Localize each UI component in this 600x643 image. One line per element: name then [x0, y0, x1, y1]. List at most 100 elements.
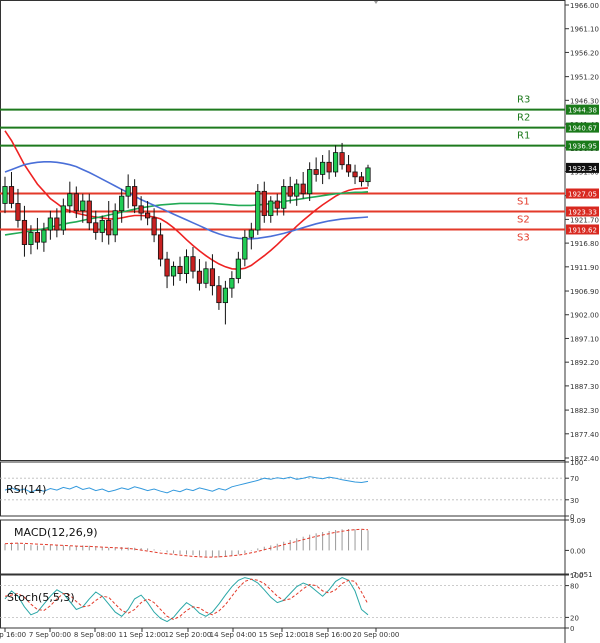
candle-bear: [8, 186, 15, 204]
rsi-frame: [0, 461, 566, 517]
moving-average-line-3: [4, 161, 369, 240]
candle-bear: [190, 256, 196, 272]
candle-bull: [229, 278, 235, 289]
macd-signal-line: [4, 528, 369, 558]
candle-bear: [274, 200, 280, 209]
price-tick-label: 1902.00: [570, 312, 599, 320]
price-tick-label: 1897.10: [570, 335, 599, 343]
candle-bull: [60, 205, 66, 231]
level-price-label-r3: 1944.38: [568, 107, 597, 115]
candle-bull: [47, 217, 53, 231]
price-tick-label: 1877.40: [570, 431, 599, 439]
macd-tick-label: 0.00: [570, 547, 586, 555]
stoch-label: Stoch(5,5,3): [7, 591, 75, 604]
price-tick-label: 1916.80: [570, 240, 599, 248]
macd-frame: [0, 519, 566, 575]
price-tick-label: 1956.20: [570, 49, 599, 57]
candle-bear: [177, 265, 183, 275]
candle-bull: [119, 195, 125, 212]
stoch-tick-label: 20: [570, 614, 579, 622]
candle-bear: [157, 234, 164, 260]
candle-bear: [216, 285, 222, 304]
price-tick-label: 1961.10: [570, 26, 599, 34]
level-price-tag-r3: [566, 104, 599, 115]
current-price-tag: [566, 162, 599, 173]
candle-bear: [209, 268, 216, 287]
price-tick-label: 1872.40: [570, 455, 599, 463]
candle-bear: [352, 171, 358, 178]
level-price-tag-s2: [566, 206, 599, 217]
rsi-panel: 100 70 30 0 RSI(14): [0, 459, 583, 521]
macd-tick-label: 9.09: [570, 517, 586, 525]
candle-bear: [313, 169, 319, 175]
time-tick-label: 12 Sep 20:00: [165, 631, 212, 639]
candle-bull: [183, 256, 190, 275]
stoch-tick-label: 0: [570, 625, 574, 633]
level-name-s1: S1: [517, 197, 530, 208]
price-tick-label: 1882.30: [570, 407, 599, 415]
candle-bear: [132, 186, 138, 207]
candle-bull: [255, 190, 261, 231]
candle-bear: [287, 186, 293, 197]
candle-bull: [80, 200, 86, 212]
candle-bear: [164, 258, 170, 277]
main-plot-frame: [0, 0, 566, 461]
candle-bull: [2, 186, 8, 204]
level-price-label-r2: 1940.67: [568, 125, 597, 133]
level-name-s3: S3: [517, 232, 530, 243]
candle-bear: [34, 232, 41, 243]
price-tick-label: 1892.20: [570, 359, 599, 367]
price-tick-label: 1921.70: [570, 216, 599, 224]
time-tick-label: 18 Sep 16:00: [305, 631, 352, 639]
time-tick-label: 14 Sep 04:00: [210, 631, 257, 639]
rsi-tick-label: 70: [570, 475, 579, 483]
time-tick-label: 6 Sep 16:00: [0, 631, 26, 639]
stoch-frame: [0, 574, 566, 629]
price-tick-label: 1906.90: [570, 288, 599, 296]
stoch-tick-label: 80: [570, 583, 579, 591]
rsi-line: [4, 476, 369, 494]
candle-bear: [138, 205, 144, 214]
time-tick-label: 8 Sep 08:00: [74, 631, 116, 639]
candle-bull: [320, 161, 326, 175]
candle-bear: [300, 183, 306, 195]
candle-bear: [21, 219, 28, 245]
level-price-tag-r1: [566, 140, 599, 151]
time-tick-label: 20 Sep 00:00: [353, 631, 400, 639]
time-tick-label: 15 Sep 12:00: [259, 631, 306, 639]
candle-bull: [170, 265, 177, 277]
price-tick-label: 1946.30: [570, 97, 599, 105]
level-name-r1: R1: [517, 131, 530, 142]
level-price-label-r1: 1936.95: [568, 143, 597, 151]
candle-bear: [151, 217, 157, 236]
level-price-label-s3: 1919.62: [568, 226, 597, 234]
price-tick-label: 1887.30: [570, 383, 599, 391]
candle-bull: [307, 169, 313, 195]
candle-bull: [203, 268, 209, 284]
macd-tick-label: -7.051: [570, 571, 593, 579]
candle-bear: [93, 222, 99, 233]
current-price-label: 1932.34: [568, 165, 597, 173]
time-tick-label: 11 Sep 12:00: [119, 631, 166, 639]
candle-bull: [268, 200, 274, 216]
candle-bull: [99, 219, 105, 233]
candle-bull: [248, 229, 254, 238]
candle-bear: [106, 219, 112, 236]
level-price-tag-s3: [566, 224, 599, 235]
candle-bear: [358, 176, 365, 183]
level-price-tag-r2: [566, 122, 599, 133]
rsi-label: RSI(14): [6, 483, 46, 496]
level-price-tag-s1: [566, 188, 599, 199]
level-price-label-s1: 1927.05: [568, 191, 597, 199]
macd-panel: 9.09 0.00 -7.051 MACD(12,26,9): [0, 517, 593, 579]
candle-bear: [73, 193, 79, 212]
candle-bear: [15, 203, 21, 221]
candle-bull: [112, 210, 118, 236]
candle-bear: [196, 270, 203, 284]
price-tick-label: 1966.00: [570, 2, 599, 10]
candle-bear: [86, 200, 92, 224]
candle-bull: [294, 183, 300, 197]
chart-shift-marker: [374, 1, 378, 4]
